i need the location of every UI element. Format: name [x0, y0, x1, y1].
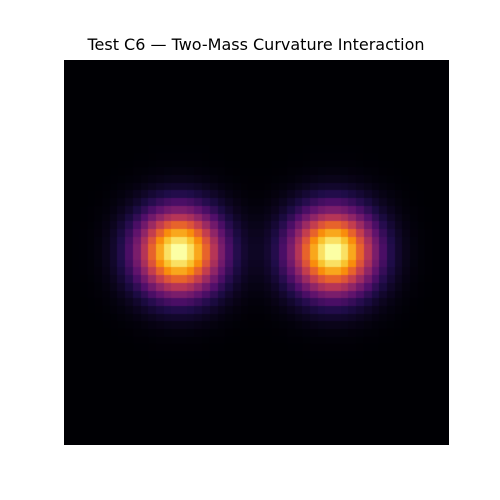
heatmap-plot-area — [64, 60, 449, 445]
chart-title: Test C6 — Two-Mass Curvature Interaction — [87, 35, 425, 54]
heatmap-canvas — [64, 60, 449, 445]
